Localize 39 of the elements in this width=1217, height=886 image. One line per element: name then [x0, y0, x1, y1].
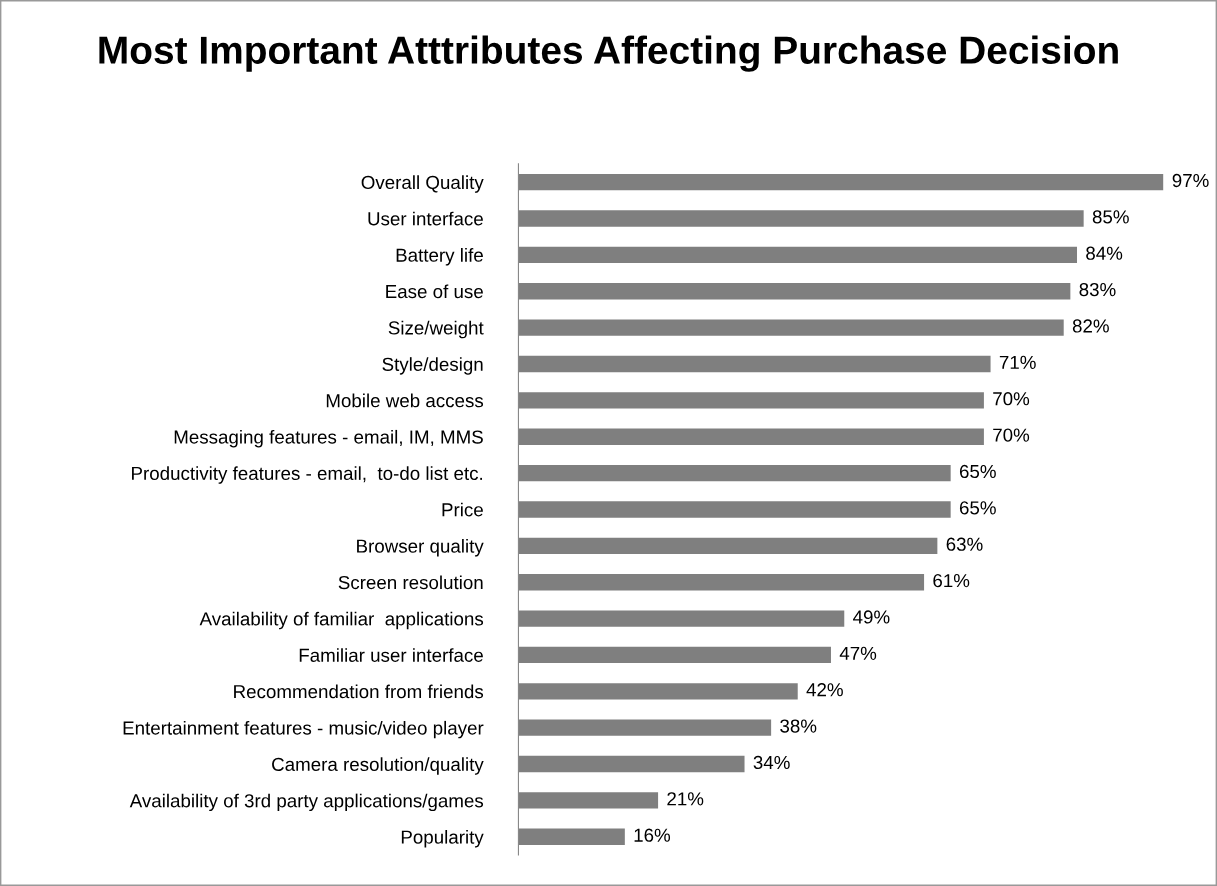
y-tick-label: Popularity [401, 830, 484, 848]
data-label: 70% [993, 428, 1030, 442]
data-label: 83% [1079, 282, 1116, 297]
data-label: 82% [1072, 319, 1109, 333]
data-label: 70% [993, 392, 1030, 406]
y-tick-label: Camera resolution/quality [272, 757, 484, 775]
y-tick-label: Productivity features - email, to-do list etc. [132, 466, 483, 484]
y-tick-label: Entertainment features - music/video player [123, 720, 484, 739]
data-label: 65% [959, 464, 996, 479]
data-label: 61% [933, 573, 970, 588]
y-tick-label: Size/weight [388, 320, 484, 339]
y-tick-label: Battery life [396, 248, 483, 266]
data-label: 47% [839, 646, 877, 660]
y-tick-label: Style/design [382, 357, 483, 375]
data-label: 21% [667, 792, 704, 806]
data-label: 97% [1172, 173, 1209, 188]
y-tick-label: Familiar user interface [299, 648, 483, 662]
data-label: 16% [634, 828, 671, 842]
y-tick-label: Browser quality [357, 539, 484, 557]
y-tick-label: Price [442, 502, 483, 517]
chart-title: Most Important Atttributes Affecting Purchase Decision [99, 35, 1118, 72]
data-label: 71% [999, 355, 1036, 369]
data-label: 34% [753, 755, 790, 770]
data-label: 49% [853, 610, 890, 624]
data-label: 85% [1092, 210, 1129, 224]
y-tick-label: User interface [368, 211, 483, 226]
data-label: 42% [806, 683, 843, 697]
data-label: 38% [780, 719, 817, 733]
y-tick-label: Availability of 3rd party applications/games [129, 793, 484, 812]
y-tick-label: Screen resolution [338, 575, 483, 590]
data-label: 84% [1086, 246, 1123, 260]
y-tick-label: Availability of familiar applications [199, 611, 484, 630]
data-label: 65% [959, 501, 996, 515]
y-tick-label: Ease of use [386, 284, 483, 299]
data-label: 63% [946, 537, 983, 551]
y-tick-label: Messaging features - email, IM, MMS [174, 429, 483, 448]
y-tick-label: Overall Quality [361, 175, 484, 193]
y-tick-label: Recommendation from friends [234, 684, 484, 699]
y-tick-label: Mobile web access [326, 393, 484, 408]
